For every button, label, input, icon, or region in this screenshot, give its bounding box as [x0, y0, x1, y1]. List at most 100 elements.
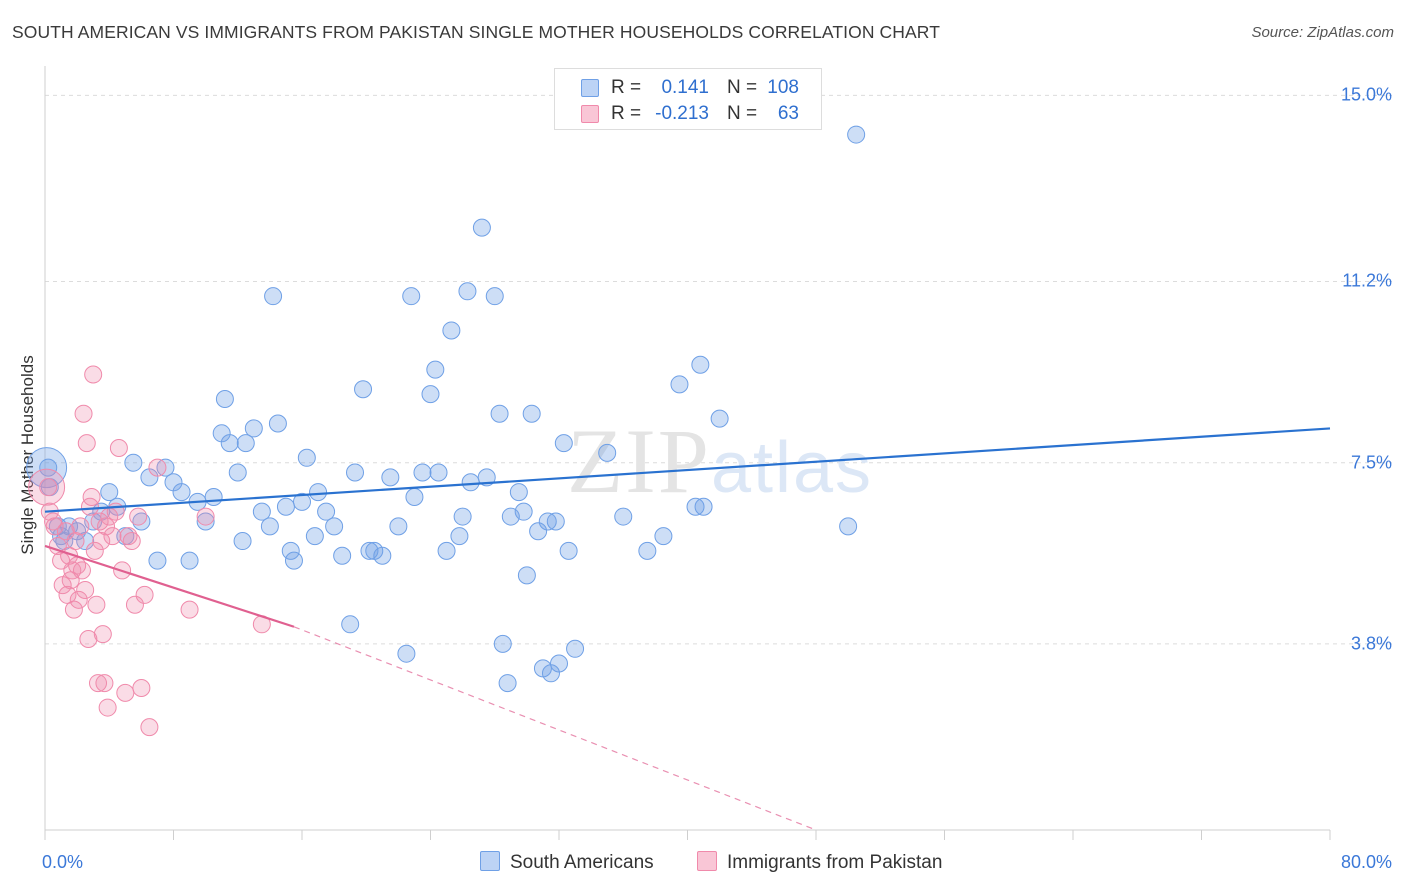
- pink-swatch-icon: [581, 105, 599, 123]
- pakistan-point: [72, 561, 91, 580]
- south-americans-point: [710, 409, 729, 428]
- south-americans-point: [426, 360, 445, 379]
- south-americans-point: [389, 517, 408, 536]
- pakistan-point: [77, 434, 96, 453]
- south-americans-point: [305, 527, 324, 546]
- n-value: 63: [777, 103, 799, 124]
- south-americans-points: [26, 125, 866, 693]
- x-tick-label-max: 80.0%: [1340, 852, 1392, 872]
- south-americans-point: [317, 502, 336, 521]
- pakistan-point: [87, 595, 106, 614]
- n-value: 108: [767, 77, 799, 98]
- south-americans-point: [204, 487, 223, 506]
- south-americans-point: [76, 532, 95, 551]
- watermark: ZIPatlas: [567, 410, 873, 512]
- south-americans-point: [485, 287, 504, 306]
- trend-lines: [44, 427, 1331, 831]
- south-americans-point: [477, 468, 496, 487]
- legend-row-pakistan: R = -0.213 N = 63: [555, 101, 821, 129]
- south-americans-point: [333, 546, 352, 565]
- pakistan-trend-extension: [293, 626, 817, 831]
- south-americans-point: [598, 443, 617, 462]
- south-americans-point: [220, 434, 239, 453]
- south-americans-point: [847, 125, 866, 144]
- pakistan-point: [69, 590, 88, 609]
- south-americans-point: [522, 404, 541, 423]
- south-americans-point: [461, 473, 480, 492]
- south-americans-point: [490, 404, 509, 423]
- south-americans-point: [402, 287, 421, 306]
- pakistan-point: [122, 532, 141, 551]
- pakistan-points: [28, 365, 271, 737]
- legend-item-south-americans[interactable]: South Americans: [480, 851, 654, 877]
- legend-item-pakistan[interactable]: Immigrants from Pakistan: [697, 851, 942, 877]
- south-americans-point: [100, 483, 119, 502]
- chart-title: SOUTH AMERICAN VS IMMIGRANTS FROM PAKIST…: [12, 22, 941, 42]
- pakistan-point: [196, 507, 215, 526]
- r-value: -0.213: [655, 103, 709, 124]
- south-americans-point: [453, 507, 472, 526]
- pakistan-point: [129, 507, 148, 526]
- south-americans-point: [172, 483, 191, 502]
- south-americans-point: [614, 507, 633, 526]
- south-americans-point: [566, 639, 585, 658]
- south-americans-point: [458, 282, 477, 301]
- south-americans-point: [498, 674, 517, 693]
- south-americans-point: [252, 502, 271, 521]
- r-label: R =: [611, 77, 642, 98]
- south-americans-point: [309, 483, 328, 502]
- pakistan-point: [84, 365, 103, 384]
- south-americans-point: [397, 644, 416, 663]
- pakistan-point: [132, 678, 151, 697]
- south-americans-point: [148, 551, 167, 570]
- pakistan-point: [71, 517, 90, 536]
- south-americans-point: [839, 517, 858, 536]
- y-tick-label: 7.5%: [1350, 452, 1392, 473]
- south-americans-point: [670, 375, 689, 394]
- south-americans-point: [442, 321, 461, 340]
- pakistan-point: [103, 527, 122, 546]
- pakistan-point: [82, 487, 101, 506]
- south-americans-point: [281, 541, 300, 560]
- pakistan-point: [95, 674, 114, 693]
- pakistan-point: [92, 532, 111, 551]
- south-americans-point: [293, 492, 311, 511]
- south-americans-point: [550, 654, 568, 673]
- pakistan-point: [45, 517, 64, 536]
- south-americans-point: [346, 463, 365, 482]
- south-americans-point: [341, 615, 360, 634]
- pakistan-point: [116, 683, 135, 702]
- south-americans-point: [413, 463, 432, 482]
- south-americans-point: [354, 380, 373, 399]
- south-americans-point: [554, 434, 573, 453]
- south-americans-point: [517, 566, 536, 585]
- pakistan-trend-line: [44, 544, 295, 628]
- south-americans-point: [429, 463, 448, 482]
- south-americans-point: [264, 287, 283, 306]
- n-label: N =: [727, 77, 758, 98]
- south-americans-point: [215, 390, 234, 409]
- x-tick-label-min: 0.0%: [42, 852, 84, 872]
- south-americans-point: [694, 497, 713, 516]
- south-americans-point: [124, 453, 143, 472]
- pakistan-point: [93, 625, 112, 644]
- y-tick-label: 3.8%: [1350, 633, 1392, 654]
- south-americans-point: [509, 483, 528, 502]
- south-americans-point: [529, 522, 548, 541]
- south-americans-point: [654, 527, 673, 546]
- south-americans-point: [236, 434, 255, 453]
- south-americans-trend-line: [44, 427, 1331, 513]
- correlation-legend: R = 0.141 N = 108 R = -0.213 N = 63: [554, 68, 822, 130]
- pakistan-point: [148, 458, 167, 477]
- pakistan-point: [180, 600, 199, 619]
- south-americans-point: [691, 355, 710, 374]
- y-tick-label: 11.2%: [1342, 270, 1392, 291]
- pink-swatch-icon: [697, 851, 717, 871]
- r-value: 0.141: [661, 77, 709, 98]
- blue-swatch-icon: [480, 851, 500, 871]
- south-americans-point: [450, 527, 469, 546]
- y-tick-label: 15.0%: [1340, 84, 1392, 105]
- pakistan-point: [28, 468, 66, 506]
- pakistan-point: [79, 630, 98, 648]
